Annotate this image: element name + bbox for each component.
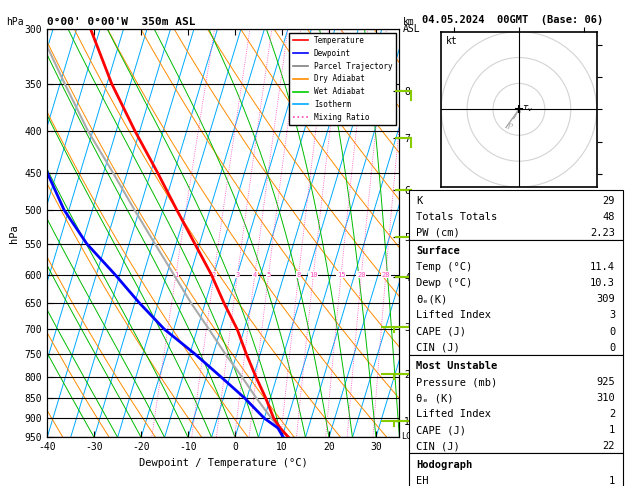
Text: 3: 3 xyxy=(609,311,615,320)
Text: 04.05.2024  00GMT  (Base: 06): 04.05.2024 00GMT (Base: 06) xyxy=(422,15,603,25)
Text: 0: 0 xyxy=(609,343,615,352)
Y-axis label: hPa: hPa xyxy=(9,224,19,243)
Text: 309: 309 xyxy=(596,295,615,304)
Text: CIN (J): CIN (J) xyxy=(416,441,460,451)
Text: Lifted Index: Lifted Index xyxy=(416,409,491,419)
Text: 1: 1 xyxy=(609,425,615,435)
Text: Dewp (°C): Dewp (°C) xyxy=(416,278,472,288)
Text: 48: 48 xyxy=(603,212,615,222)
Text: 10: 10 xyxy=(309,272,318,278)
Text: $\mathcal{P}$: $\mathcal{P}$ xyxy=(506,121,514,131)
Text: θₑ (K): θₑ (K) xyxy=(416,393,454,403)
Legend: Temperature, Dewpoint, Parcel Trajectory, Dry Adiabat, Wet Adiabat, Isotherm, Mi: Temperature, Dewpoint, Parcel Trajectory… xyxy=(289,33,396,125)
Text: 8: 8 xyxy=(296,272,301,278)
Text: CAPE (J): CAPE (J) xyxy=(416,425,466,435)
Text: 20: 20 xyxy=(357,272,365,278)
Text: K: K xyxy=(416,196,423,206)
Text: LCL: LCL xyxy=(401,432,416,441)
Text: 28: 28 xyxy=(382,272,390,278)
Text: 5: 5 xyxy=(267,272,270,278)
Text: 0: 0 xyxy=(609,327,615,336)
Text: © weatheronline.co.uk: © weatheronline.co.uk xyxy=(451,464,574,474)
Text: 2.23: 2.23 xyxy=(590,228,615,238)
Text: CIN (J): CIN (J) xyxy=(416,343,460,352)
Text: Temp (°C): Temp (°C) xyxy=(416,262,472,272)
Text: 22: 22 xyxy=(603,441,615,451)
X-axis label: Dewpoint / Temperature (°C): Dewpoint / Temperature (°C) xyxy=(139,458,308,468)
Text: 4: 4 xyxy=(253,272,257,278)
Text: EH: EH xyxy=(416,476,429,486)
Text: ASL: ASL xyxy=(403,24,420,35)
Text: 1: 1 xyxy=(174,272,178,278)
Text: PW (cm): PW (cm) xyxy=(416,228,460,238)
Text: 3: 3 xyxy=(235,272,240,278)
Text: 310: 310 xyxy=(596,393,615,403)
Text: Most Unstable: Most Unstable xyxy=(416,361,498,371)
Text: kt: kt xyxy=(446,36,457,46)
Text: Hodograph: Hodograph xyxy=(416,460,472,469)
Text: 11.4: 11.4 xyxy=(590,262,615,272)
Text: 10.3: 10.3 xyxy=(590,278,615,288)
Text: 1: 1 xyxy=(609,476,615,486)
Text: CAPE (J): CAPE (J) xyxy=(416,327,466,336)
Text: Pressure (mb): Pressure (mb) xyxy=(416,377,498,387)
Text: Lifted Index: Lifted Index xyxy=(416,311,491,320)
Text: 925: 925 xyxy=(596,377,615,387)
Text: $\tau_v$: $\tau_v$ xyxy=(521,104,533,114)
Text: 0°00' 0°00'W  350m ASL: 0°00' 0°00'W 350m ASL xyxy=(47,17,196,27)
Text: Surface: Surface xyxy=(416,246,460,256)
Text: 15: 15 xyxy=(337,272,345,278)
Text: Mixing Ratio (g/kg): Mixing Ratio (g/kg) xyxy=(413,192,421,294)
Text: 2: 2 xyxy=(609,409,615,419)
Text: Totals Totals: Totals Totals xyxy=(416,212,498,222)
Text: 2: 2 xyxy=(212,272,216,278)
Text: km: km xyxy=(403,17,415,27)
Text: hPa: hPa xyxy=(6,17,24,27)
Text: θₑ(K): θₑ(K) xyxy=(416,295,448,304)
Text: 29: 29 xyxy=(603,196,615,206)
